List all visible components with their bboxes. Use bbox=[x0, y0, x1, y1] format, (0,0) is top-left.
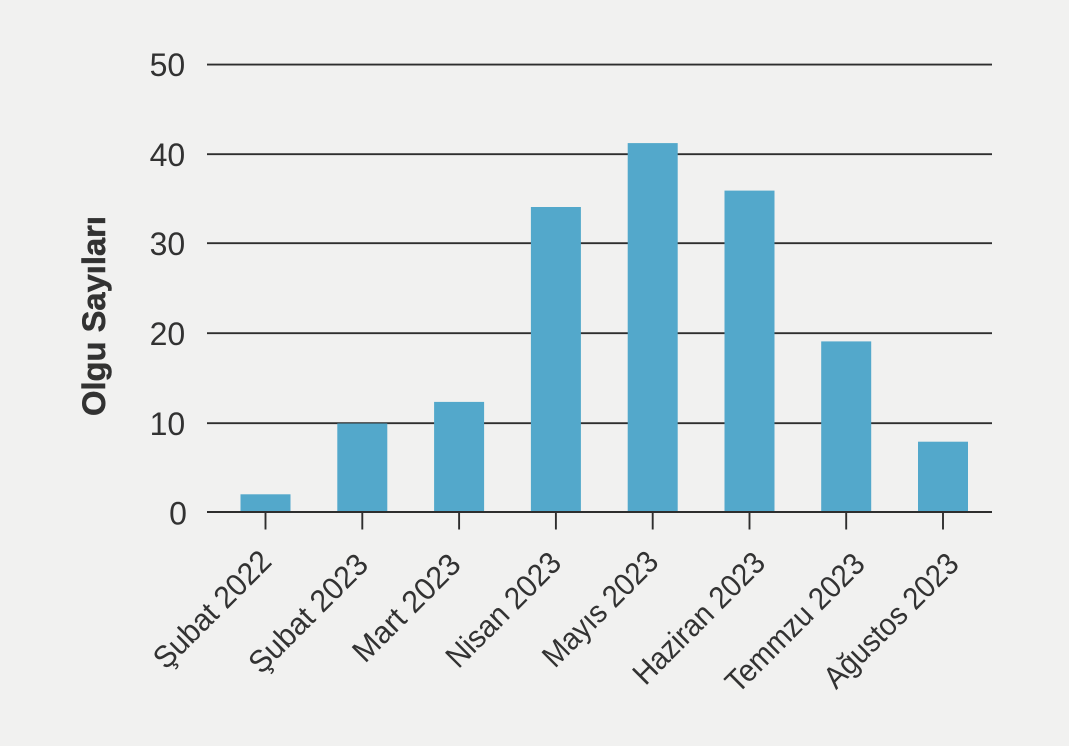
svg-text:0: 0 bbox=[169, 496, 187, 532]
svg-text:10: 10 bbox=[150, 406, 186, 442]
svg-text:Olgu Sayıları: Olgu Sayıları bbox=[76, 216, 112, 416]
svg-text:40: 40 bbox=[150, 137, 186, 173]
svg-text:30: 30 bbox=[150, 226, 186, 262]
svg-text:20: 20 bbox=[150, 316, 186, 352]
svg-text:50: 50 bbox=[150, 47, 186, 83]
